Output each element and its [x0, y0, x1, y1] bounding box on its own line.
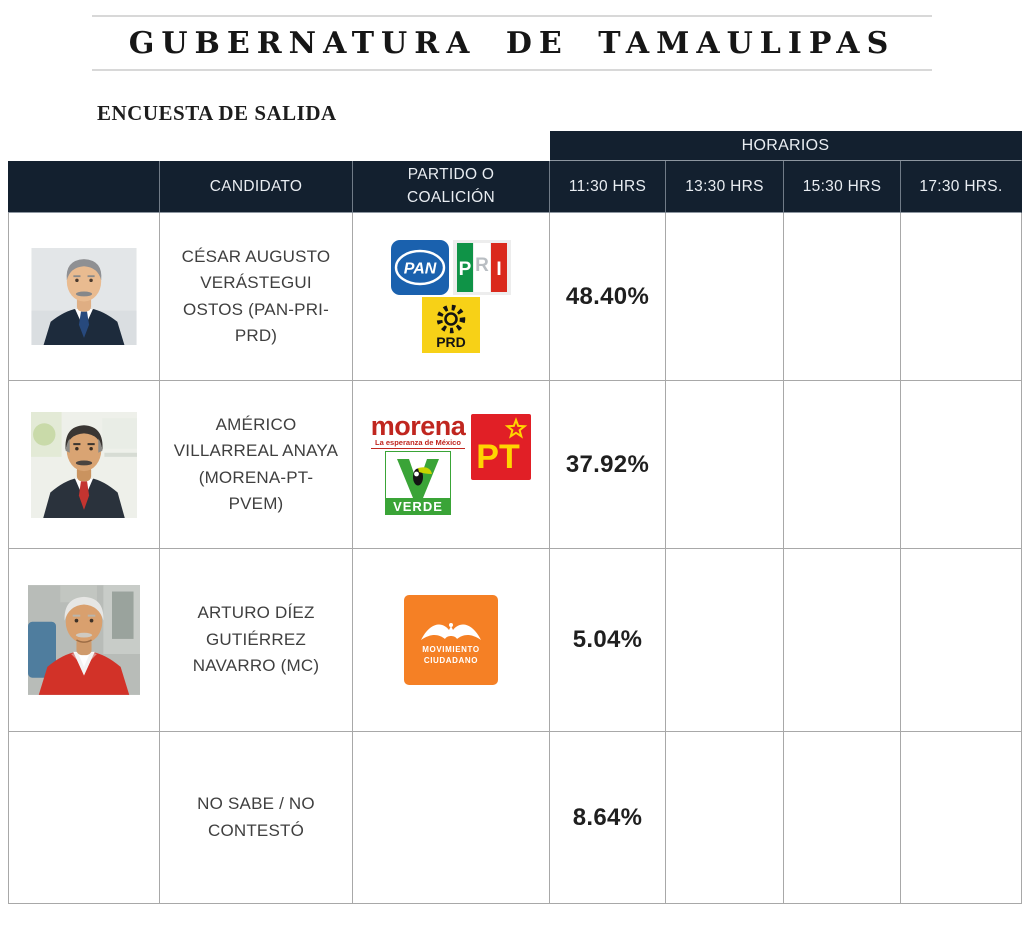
result-4-1330	[666, 732, 784, 904]
candidate-name-4: NO SABE / NO CONTESTÓ	[160, 732, 353, 904]
candidate-photo-cell-1	[8, 213, 160, 381]
morena-logo-icon: morena La esperanza de México	[370, 410, 466, 450]
candidate-name-2: AMÉRICO VILLARREAL ANAYA (MORENA-PT-PVEM…	[160, 381, 353, 549]
result-4-1730	[901, 732, 1022, 904]
result-2-1530	[784, 381, 901, 549]
pan-logo-icon: PAN	[391, 240, 449, 295]
result-3-1730	[901, 549, 1022, 732]
mc-logo-icon: MOVIMIENTO CIUDADANO	[404, 595, 498, 685]
result-2-1330	[666, 381, 784, 549]
result-2-1130: 37.92%	[550, 381, 666, 549]
svg-text:P: P	[459, 259, 472, 280]
time-header-1130: 11:30 HRS	[550, 161, 666, 213]
time-header-1530: 15:30 HRS	[784, 161, 901, 213]
partido-column-header: PARTIDO O COALICIÓN	[353, 161, 550, 213]
result-4-1530	[784, 732, 901, 904]
candidate-photo-cell-3	[8, 549, 160, 732]
result-2-1730	[901, 381, 1022, 549]
time-header-1330: 13:30 HRS	[666, 161, 784, 213]
pri-logo-icon: P R I	[453, 240, 511, 295]
candidato-column-header: CANDIDATO	[160, 161, 353, 213]
header-spacer	[8, 131, 550, 161]
result-1-1130: 48.40%	[550, 213, 666, 381]
prd-sun-icon	[436, 304, 466, 334]
results-table: HORARIOS CANDIDATO PARTIDO O COALICIÓN 1…	[8, 131, 1024, 904]
time-header-1730: 17:30 HRS.	[901, 161, 1022, 213]
party-logos-2: morena La esperanza de México VERDE	[353, 381, 550, 549]
party-logos-1: PAN P R I	[353, 213, 550, 381]
pt-logo-icon: PT	[471, 413, 532, 480]
candidate-photo-villarreal	[31, 411, 137, 518]
svg-text:PAN: PAN	[404, 261, 437, 278]
result-4-1130: 8.64%	[550, 732, 666, 904]
candidate-photo-cell-4	[8, 732, 160, 904]
svg-text:I: I	[496, 259, 501, 280]
prd-logo-icon: PRD	[422, 297, 480, 353]
candidate-name-1: CÉSAR AUGUSTO VERÁSTEGUI OSTOS (PAN-PRI-…	[160, 213, 353, 381]
candidate-photo-cell-2	[8, 381, 160, 549]
page-title: GUBERNATURA DE TAMAULIPAS	[128, 26, 896, 61]
pt-star-icon	[504, 416, 528, 439]
svg-text:R: R	[475, 255, 489, 276]
result-1-1730	[901, 213, 1022, 381]
photo-column-header	[8, 161, 160, 213]
candidate-name-3: ARTURO DÍEZ GUTIÉRREZ NAVARRO (MC)	[160, 549, 353, 732]
svg-text:PRD: PRD	[436, 334, 466, 350]
subtitle-encuesta: ENCUESTA DE SALIDA	[97, 101, 337, 125]
verde-toucan-icon	[412, 467, 432, 486]
verde-logo-icon: VERDE	[384, 451, 451, 516]
title-rule-bottom	[92, 69, 932, 71]
candidate-photo-verastegui	[31, 248, 137, 345]
result-3-1130: 5.04%	[550, 549, 666, 732]
candidate-photo-diez	[28, 585, 140, 695]
mc-eagle-icon	[421, 623, 481, 640]
title-rule-top	[92, 15, 932, 17]
party-logos-4	[353, 732, 550, 904]
result-3-1530	[784, 549, 901, 732]
result-1-1330	[666, 213, 784, 381]
svg-text:PT: PT	[477, 438, 521, 476]
result-3-1330	[666, 549, 784, 732]
party-logos-3: MOVIMIENTO CIUDADANO	[353, 549, 550, 732]
horarios-header: HORARIOS	[550, 131, 1022, 161]
result-1-1530	[784, 213, 901, 381]
svg-text:VERDE: VERDE	[393, 499, 443, 514]
